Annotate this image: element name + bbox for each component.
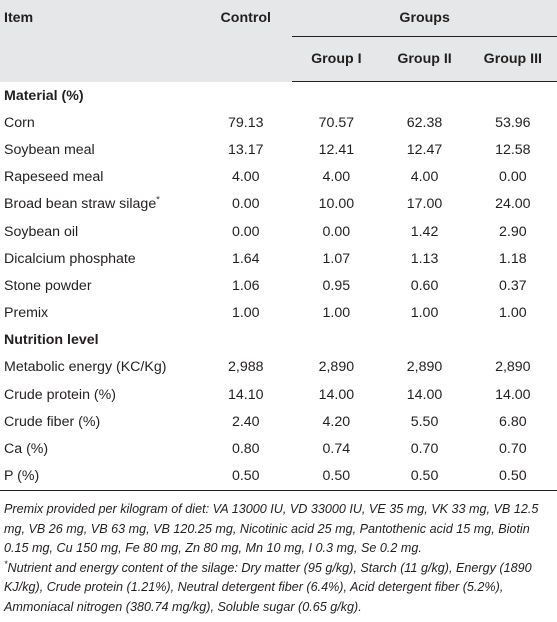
asterisk-mark: * (156, 194, 160, 205)
control-value-cell: 14.10 (228, 386, 264, 403)
control-value-cell: 0.00 (231, 196, 260, 213)
control-value-cell: 0.80 (231, 441, 260, 458)
row-item-cell: Corn (4, 114, 35, 131)
group-3-value-cell: 0.00 (499, 169, 527, 186)
row-item-cell: Crude protein (%) (4, 386, 116, 403)
group-3-value-cell: 2.90 (499, 223, 527, 240)
row-item-cell: Premix (4, 305, 49, 322)
group-2-header: Group II (380, 36, 469, 82)
group-1-value-cell: 4.20 (322, 413, 351, 430)
group-2-value-cell: 5.50 (410, 413, 439, 430)
control-value-cell: 1.00 (231, 305, 260, 322)
control-value-cell: 1.06 (231, 277, 260, 294)
group-2-value-cell: 62.38 (406, 114, 443, 131)
premix-footnote: Premix provided per kilogram of diet: VA… (4, 502, 539, 555)
group-3-value-cell: 24.00 (495, 196, 531, 213)
silage-footnote-text: Nutrient and energy content of the silag… (4, 560, 532, 614)
row-item-cell: P (%) (0, 462, 200, 491)
group-1-value-cell: 1.07 (322, 250, 351, 267)
group-2-value-cell: 12.47 (406, 141, 443, 158)
group-2-value-cell: 17.00 (406, 196, 443, 213)
row-item-cell: Crude fiber (%) (4, 413, 101, 430)
groups-header: Groups (292, 0, 557, 37)
group-2-value-cell: 4.00 (410, 169, 439, 186)
row-item-cell: Dicalcium phosphate (4, 250, 136, 267)
section-row-nutrition: Nutrition level (0, 327, 557, 354)
group-3-value-cell: 0.70 (499, 441, 527, 458)
group-1-header: Group I (292, 36, 381, 82)
control-header: Control (199, 0, 293, 82)
asterisk-mark: * (4, 558, 8, 569)
item-header: Item (0, 0, 200, 82)
group-2-value-cell: 1.42 (410, 223, 439, 240)
table-row: Stone powder 1.06 0.95 0.60 0.37 (0, 272, 557, 299)
table-row: Premix 1.00 1.00 1.00 1.00 (0, 300, 557, 327)
group-3-header: Group III (468, 36, 557, 82)
row-item-cell: Soybean meal (4, 141, 95, 158)
table-row: Rapeseed meal 4.00 4.00 4.00 0.00 (0, 164, 557, 191)
silage-footnote: *Nutrient and energy content of the sila… (4, 559, 556, 618)
table-row: Corn 79.13 70.57 62.38 53.96 (0, 109, 557, 136)
row-item-cell: Soybean oil (4, 223, 79, 240)
table-row: Metabolic energy (KC/Kg) 2,988 2,890 2,890 2… (0, 354, 557, 381)
control-value-cell: 0.50 (199, 462, 293, 491)
table-row: Broad bean straw silage* 0.00 10.00 17.00 24… (0, 191, 557, 218)
control-value-cell: 1.64 (231, 250, 260, 267)
group-3-value-cell: 1.00 (499, 305, 527, 322)
group-2-value-cell: 0.60 (410, 277, 439, 294)
group-2-value-cell: 14.00 (406, 386, 443, 403)
row-item-cell: Rapeseed meal (4, 169, 104, 186)
group-2-value-cell: 1.00 (410, 305, 439, 322)
section-title: Material (%) (4, 87, 84, 104)
control-value-cell: 2,988 (228, 359, 264, 376)
group-3-value-cell: 0.50 (468, 462, 557, 491)
group-1-value-cell: 1.00 (322, 305, 351, 322)
table-body: Material (%) Corn 79.13 70.57 62.38 53.96 Soy… (0, 82, 557, 491)
group-1-value-cell: 10.00 (318, 196, 355, 213)
group-3-value-cell: 12.58 (495, 141, 531, 158)
group-1-value-cell: 0.95 (322, 277, 351, 294)
control-value-cell: 13.17 (228, 141, 264, 158)
control-value-cell: 2.40 (231, 413, 260, 430)
table-row: Ca (%) 0.80 0.74 0.70 0.70 (0, 435, 557, 462)
group-3-value-cell: 0.37 (499, 277, 527, 294)
row-item-cell: Broad bean straw silage* (4, 194, 160, 213)
group-1-value-cell: 0.74 (322, 441, 351, 458)
table-row: Soybean meal 13.17 12.41 12.47 12.58 (0, 136, 557, 163)
diet-composition-table: Item Control Groups Group I Group II Gro… (0, 0, 557, 491)
table-row: P (%) 0.50 0.50 0.50 0.50 (0, 462, 557, 491)
group-1-value-cell: 12.41 (318, 141, 355, 158)
section-title: Nutrition level (4, 332, 99, 349)
header-row-top: Item Control Groups (0, 0, 557, 82)
group-2-value-cell: 0.70 (410, 441, 439, 458)
table-footnote: Premix provided per kilogram of diet: VA… (4, 500, 556, 617)
group-1-value-cell: 70.57 (318, 114, 355, 131)
group-1-value-cell: 4.00 (322, 169, 351, 186)
group-3-value-cell: 2,890 (495, 359, 531, 376)
group-3-value-cell: 14.00 (495, 386, 531, 403)
control-value-cell: 0.00 (231, 223, 260, 240)
row-item-cell: Metabolic energy (KC/Kg) (4, 359, 167, 376)
group-1-value-cell: 0.50 (292, 462, 381, 491)
group-1-value-cell: 14.00 (318, 386, 355, 403)
row-item-cell: Ca (%) (4, 441, 49, 458)
table-row: Soybean oil 0.00 0.00 1.42 2.90 (0, 218, 557, 245)
group-3-value-cell: 1.18 (499, 250, 527, 267)
table-row: Crude protein (%) 14.10 14.00 14.00 14.00 (0, 381, 557, 408)
table-row: Crude fiber (%) 2.40 4.20 5.50 6.80 (0, 408, 557, 435)
group-3-value-cell: 53.96 (495, 114, 531, 131)
row-item-cell: Stone powder (4, 277, 92, 294)
group-2-value-cell: 1.13 (410, 250, 439, 267)
section-row-material: Material (%) (0, 82, 557, 110)
header-row-groups: Group I Group II Group III (0, 36, 557, 82)
group-2-value-cell: 2,890 (406, 359, 443, 376)
table-row: Dicalcium phosphate 1.64 1.07 1.13 1.18 (0, 245, 557, 272)
group-1-value-cell: 2,890 (318, 359, 355, 376)
group-1-value-cell: 0.00 (322, 223, 351, 240)
group-2-value-cell: 0.50 (380, 462, 469, 491)
group-3-value-cell: 6.80 (499, 413, 527, 430)
control-value-cell: 79.13 (228, 114, 264, 131)
control-value-cell: 4.00 (231, 169, 260, 186)
